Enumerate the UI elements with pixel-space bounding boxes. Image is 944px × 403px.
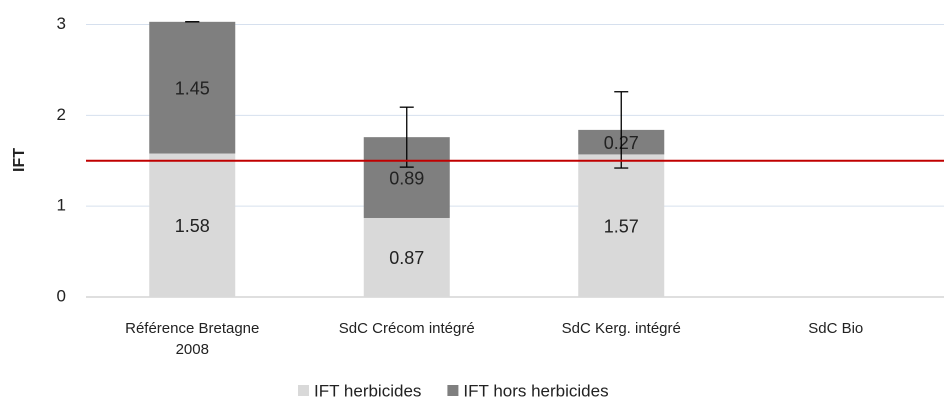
bar-segment: [149, 153, 236, 297]
legend-swatch: [298, 385, 309, 396]
y-tick-label: 2: [57, 105, 66, 124]
error-bar: [614, 91, 629, 169]
x-tick-label: SdC Bio: [808, 320, 864, 337]
legend-label: IFT hors herbicides: [463, 381, 608, 400]
x-tick-label: SdC Crécom intégré: [338, 320, 475, 337]
legend-label: IFT herbicides: [314, 381, 421, 400]
x-tick-label: Référence Bretagne 2008: [125, 320, 260, 358]
bar-segment: [149, 21, 236, 154]
y-tick-label: 3: [57, 14, 66, 33]
data-label: 1.57: [604, 216, 639, 236]
data-label: 1.58: [175, 216, 210, 236]
error-bar: [399, 106, 414, 168]
data-label: 0.89: [389, 168, 424, 188]
data-label: 1.45: [175, 78, 210, 98]
data-label: 0.87: [389, 248, 424, 268]
x-tick-label: SdC Kerg. intégré: [561, 320, 681, 337]
bar-segment: [363, 217, 450, 297]
y-tick-label: 1: [57, 196, 66, 215]
legend-swatch: [447, 385, 459, 396]
bar-segment: [578, 154, 665, 297]
y-axis-label: IFT: [11, 148, 28, 172]
y-tick-label: 0: [57, 286, 66, 305]
